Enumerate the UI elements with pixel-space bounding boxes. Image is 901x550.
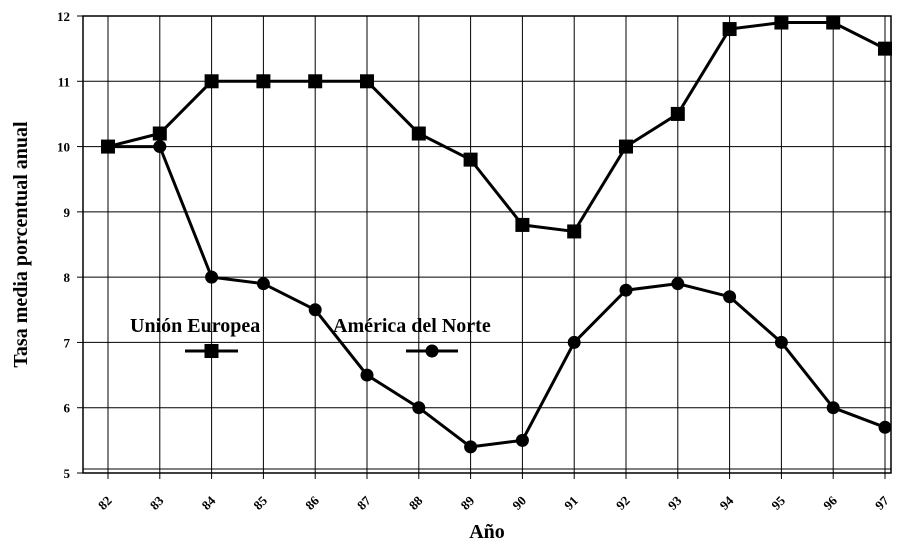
data-point-circle [774, 335, 788, 349]
x-tick-label: 83 [147, 493, 167, 513]
series [101, 15, 892, 454]
x-tick-label: 96 [820, 493, 840, 513]
data-point-circle [878, 420, 892, 434]
y-tick-label: 5 [64, 466, 71, 481]
x-axis-title: Año [469, 521, 505, 543]
y-tick-label: 11 [58, 74, 70, 89]
plot-frame [82, 15, 892, 474]
data-point-square [826, 15, 841, 30]
grid [77, 15, 891, 479]
data-point-circle [205, 270, 219, 284]
y-tick-label: 10 [57, 140, 70, 155]
legend-marker-square [204, 344, 219, 358]
y-tick-label: 8 [64, 270, 71, 285]
data-point-square [878, 41, 892, 56]
x-tick-label: 93 [665, 493, 685, 513]
data-point-circle [153, 140, 167, 154]
y-tick-label: 12 [57, 9, 70, 24]
axes [82, 15, 892, 474]
data-point-square [722, 22, 737, 37]
data-point-square [360, 74, 374, 89]
series-line-0 [107, 21, 886, 234]
data-point-circle [567, 335, 581, 349]
x-tick-label: 92 [613, 493, 633, 513]
data-point-square [411, 126, 426, 141]
x-tick-label: 95 [768, 493, 788, 513]
data-point-circle [412, 401, 426, 415]
x-tick-label: 82 [95, 493, 115, 513]
data-point-square [308, 74, 323, 89]
x-tick-label: 87 [354, 493, 374, 513]
data-point-circle [723, 290, 737, 304]
x-tick-label: 84 [199, 493, 219, 513]
data-point-square [567, 224, 582, 239]
data-point-circle [308, 303, 322, 317]
data-point-circle [464, 440, 478, 454]
legend-marker-circle [425, 344, 439, 358]
data-point-square [463, 152, 478, 167]
x-tick-labels: 82 83 84 85 86 87 88 89 90 91 92 93 94 95 96 97 [95, 493, 892, 513]
data-point-square [256, 74, 271, 89]
legend: Unión Europea América del Norte [130, 315, 491, 358]
x-tick-label: 85 [250, 493, 270, 513]
data-point-circle [256, 277, 270, 291]
data-point-square [670, 106, 685, 121]
y-axis-title: Tasa media porcentual anual [10, 121, 32, 368]
x-tick-label: 94 [717, 493, 737, 513]
data-point-square [619, 139, 633, 154]
x-tick-label: 88 [406, 493, 426, 513]
legend-label: América del Norte [333, 315, 491, 337]
y-tick-labels: 5 6 7 8 9 10 11 12 [57, 9, 71, 481]
y-tick-label: 7 [64, 335, 71, 350]
data-point-circle [671, 277, 685, 291]
data-point-circle [360, 368, 374, 382]
data-point-square [774, 15, 789, 30]
x-tick-label: 86 [302, 493, 322, 513]
legend-label: Unión Europea [130, 315, 260, 337]
data-point-circle [101, 140, 115, 154]
series-line-1 [108, 145, 886, 449]
x-tick-label: 91 [561, 493, 581, 513]
data-point-square [204, 74, 219, 89]
y-tick-label: 9 [64, 205, 71, 220]
data-point-circle [826, 401, 840, 415]
y-tick-label: 6 [64, 401, 71, 416]
data-point-circle [619, 283, 633, 297]
data-point-square [515, 217, 530, 232]
x-tick-label: 97 [872, 493, 892, 513]
x-tick-label: 89 [458, 493, 478, 513]
x-tick-label: 90 [509, 493, 529, 513]
data-point-circle [515, 433, 529, 447]
data-point-square [152, 126, 167, 141]
